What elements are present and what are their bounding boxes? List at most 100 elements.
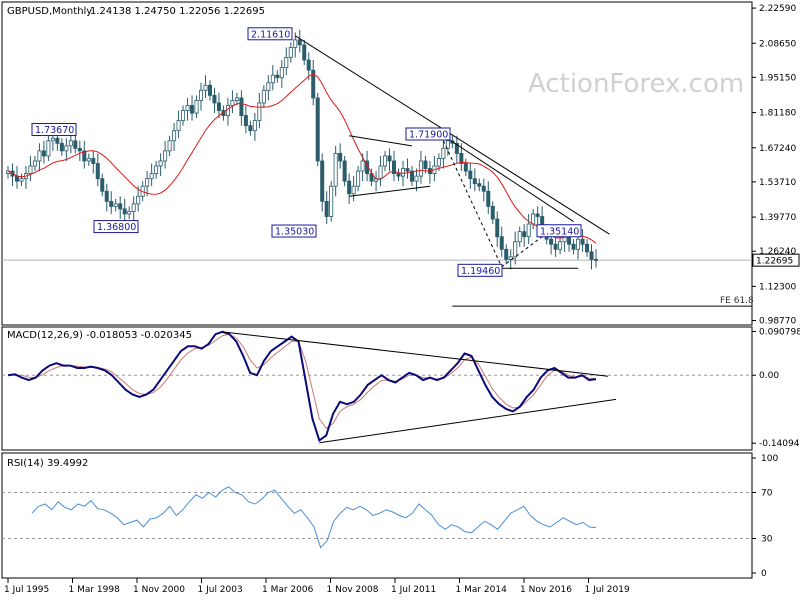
candle-body [414,175,419,182]
rsi-panel[interactable]: 100 70 30 0 [1,452,778,579]
candle-body [212,94,217,104]
candle-body [64,145,69,152]
candle-body [320,160,325,202]
candle-body [576,238,581,250]
macd-lower-trendline [319,398,617,444]
price-tick-label: 2.08650 [759,39,796,49]
price-tick-label: 1.39770 [759,213,796,223]
pivot-label: 1.36800 [97,222,136,233]
pivot-label: 1.71900 [409,129,448,140]
rsi-line [31,486,597,549]
candle-body [383,155,388,167]
pivot-label-box [93,220,139,234]
price-tick-label: 1.95150 [759,73,796,83]
candle-body [531,213,536,225]
candle-body [50,137,55,142]
candle-body [230,100,235,106]
current-price-label: 1.22695 [756,257,793,267]
rsi-tick-label: 70 [761,489,773,499]
time-tick-label: 1 Jul 2003 [198,585,243,595]
range-top-line [349,135,413,147]
chart-symbol: GBPUSD,Monthly [7,6,92,17]
macd-title: MACD(12,26,9) -0.018053 -0.020345 [7,330,192,341]
candle-body [585,243,590,253]
rsi-tick-label: 100 [761,454,778,464]
candle-body [172,130,177,142]
candle-body [504,248,509,260]
time-tick-label: 1 Mar 2014 [456,585,508,595]
macd-signal-line [8,333,597,429]
range-bottom-line [349,185,430,197]
candle-body [243,115,248,127]
candle-body [234,97,239,101]
price-panel[interactable]: 2.22590 2.08650 1.95150 1.81180 1.67240 1.537… [1,1,800,327]
candle-body [513,241,518,258]
candle-body [589,251,594,260]
candle-body [104,190,109,202]
candle-body [329,185,334,217]
candle-body [558,241,563,250]
candle-body [351,185,356,195]
rsi-tick-label: 30 [761,535,773,545]
candle-body [158,160,163,167]
candle-body [41,150,46,157]
pivot-label: 1.73670 [35,125,74,136]
candle-body [396,173,401,177]
price-tick-label: 0.98770 [759,317,796,327]
candle-body [257,102,262,122]
candle-body [495,218,500,238]
ohlc-readout: 1.24138 1.24750 1.22056 1.22695 [90,6,265,17]
candle-body [594,258,599,261]
candle-body [436,158,441,167]
candle-body [347,180,352,195]
macd-panel[interactable]: 0.090798 0.00 -0.14094 [1,326,800,451]
price-tick-label: 1.67240 [759,144,796,154]
candle-body [225,105,230,116]
candle-body [270,74,275,84]
pivot-label-box [457,263,503,277]
candle-body [454,142,459,154]
candle-body [127,211,132,215]
candle-body [194,100,199,114]
time-axis: 1 Jul 1995 1 Mar 1998 1 Nov 2000 1 Jul 2003… [4,578,630,595]
candle-body [477,183,482,187]
channel-upper-line [443,135,574,222]
time-tick-label: 1 Nov 2016 [520,585,572,595]
candle-body [239,97,244,116]
candle-body [356,170,361,187]
candle-body [297,39,302,46]
candle-body [86,158,91,162]
candle-body [131,203,136,212]
candle-body [55,137,60,144]
time-tick-label: 1 Nov 2008 [327,585,379,595]
fib-extension-label: FE 61.8 [720,296,754,306]
candle-body [293,39,298,48]
price-tick-label: 1.12300 [759,282,796,292]
candle-body [185,105,190,111]
candle-body [59,142,64,152]
time-tick-label: 1 Nov 2000 [133,585,185,595]
rsi-tick-label: 0 [761,569,767,579]
candle-body [190,105,195,114]
candle-body [14,175,19,182]
candle-body [468,170,473,180]
candle-body [82,150,87,162]
candle-body [418,160,423,177]
candle-body [517,231,522,243]
candle-body [553,243,558,250]
candle-body [508,256,513,260]
candle-body [338,153,343,162]
price-tick-label: 1.81180 [759,109,796,119]
candle-body [77,147,82,152]
candle-body [567,236,572,245]
candle-body [445,140,450,149]
candle-body [266,82,271,91]
candle-body [360,160,365,172]
price-tick-label: 1.26240 [759,247,796,257]
macd-tick-label: 0.00 [759,371,779,381]
candle-body [392,160,397,174]
candle-body [275,74,280,79]
candle-body [315,97,320,162]
candle-body [248,125,253,132]
